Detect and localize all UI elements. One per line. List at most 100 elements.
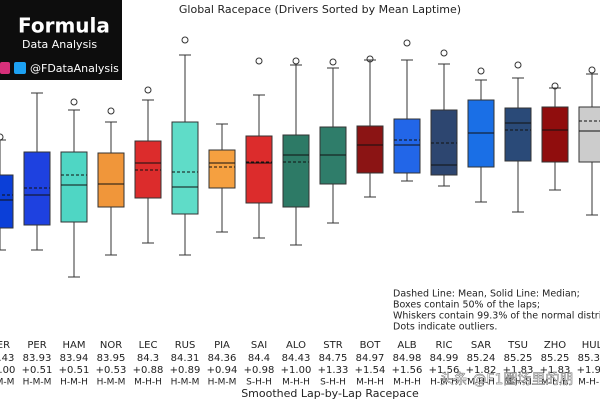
box: [0, 174, 14, 229]
tyre-label: H-M-M: [97, 378, 126, 388]
outlier: [366, 55, 374, 63]
tyre-label: S-H-H: [246, 378, 272, 388]
outlier: [107, 107, 115, 115]
outlier: [144, 86, 152, 94]
delta-label: +1.56: [392, 365, 423, 376]
tyre-label: M-H-H: [393, 378, 421, 388]
driver-label: TSU: [507, 340, 528, 351]
mean-label: 83.93: [23, 353, 52, 364]
mean-label: 84.31: [171, 353, 200, 364]
delta-label: +1.54: [355, 365, 386, 376]
driver-label: PIA: [214, 340, 230, 351]
delta-label: +1.82: [466, 365, 497, 376]
delta-label: +0.51: [59, 365, 90, 376]
delta-label: +0.53: [96, 365, 127, 376]
delta-label: +0.51: [22, 365, 53, 376]
tyre-label: M-H-H: [578, 378, 600, 388]
outlier: [70, 98, 78, 106]
box: [578, 106, 600, 163]
note: Boxes contain 50% of the laps;: [393, 300, 540, 311]
tyre-label: M-H-H: [541, 378, 569, 388]
outlier: [514, 61, 522, 69]
mean-label: 83.94: [60, 353, 89, 364]
watermark: 头条 @F1圈场里的朋: [440, 371, 573, 388]
note: Whiskers contain 99.3% of the normal dis…: [393, 311, 600, 322]
box: [356, 125, 384, 174]
driver-label: ZHO: [544, 340, 566, 351]
driver-label: VER: [0, 340, 10, 351]
outlier: [477, 67, 485, 75]
tyre-label: M-H-H: [504, 378, 532, 388]
mean-label: 84.98: [393, 353, 422, 364]
delta-label: +0.00: [0, 365, 15, 376]
driver-label: RUS: [175, 340, 196, 351]
driver-label: SAR: [471, 340, 491, 351]
outlier: [255, 57, 263, 65]
delta-label: +1.00: [281, 365, 312, 376]
tyre-label: H-M-M: [0, 378, 14, 388]
outlier: [440, 49, 448, 57]
tyre-label: M-H-H: [467, 378, 495, 388]
delta-label: +1.56: [429, 365, 460, 376]
note: Dots indicate outliers.: [393, 322, 497, 333]
x-axis-label: Smoothed Lap-by-Lap Racepace: [241, 387, 419, 400]
box: [282, 134, 310, 208]
driver-label: BOT: [360, 340, 382, 351]
tyre-label: M-H-H: [134, 378, 162, 388]
tyre-label: M-H-H: [282, 378, 310, 388]
tyre-label: H-M-H: [60, 378, 88, 388]
box: [171, 121, 199, 215]
delta-label: +0.89: [170, 365, 201, 376]
box: [245, 135, 273, 204]
mean-label: 85.25: [504, 353, 533, 364]
delta-label: +0.88: [133, 365, 164, 376]
mean-label: 84.99: [430, 353, 459, 364]
driver-label: ALB: [397, 340, 416, 351]
delta-label: +1.92: [577, 365, 600, 376]
box: [208, 149, 236, 189]
driver-label: HUL: [582, 340, 600, 351]
delta-label: +0.94: [207, 365, 238, 376]
tyre-label: H-M-M: [23, 378, 52, 388]
mean-label: 84.36: [208, 353, 237, 364]
driver-label: RIC: [436, 340, 453, 351]
driver-label: SAI: [251, 340, 267, 351]
chart-title: Global Racepace (Drivers Sorted by Mean …: [179, 3, 461, 16]
tyre-label: H-M-M: [171, 378, 200, 388]
delta-label: +1.83: [503, 365, 534, 376]
logo-title: Formula: [18, 14, 110, 38]
driver-label: LEC: [139, 340, 158, 351]
mean-label: 85.25: [541, 353, 570, 364]
tyre-label: H-M-H: [430, 378, 458, 388]
box: [97, 152, 125, 208]
outlier: [551, 82, 559, 90]
twitter-icon: [14, 62, 26, 74]
instagram-icon: [0, 62, 10, 74]
outlier: [0, 133, 4, 141]
delta-label: +0.98: [244, 365, 275, 376]
mean-label: 85.24: [467, 353, 496, 364]
driver-label: PER: [27, 340, 46, 351]
box: [60, 151, 88, 223]
note: Dashed Line: Mean, Solid Line: Median;: [393, 289, 580, 300]
box: [541, 106, 569, 163]
mean-label: 85.35: [578, 353, 600, 364]
mean-label: 83.43: [0, 353, 14, 364]
outlier: [329, 58, 337, 66]
driver-label: NOR: [100, 340, 122, 351]
outlier: [181, 36, 189, 44]
outlier: [588, 66, 596, 74]
outlier: [403, 39, 411, 47]
mean-label: 84.75: [319, 353, 348, 364]
mean-label: 84.3: [137, 353, 159, 364]
mean-label: 84.4: [248, 353, 270, 364]
mean-label: 84.97: [356, 353, 385, 364]
driver-label: STR: [323, 340, 342, 351]
tyre-label: M-H-H: [356, 378, 384, 388]
box: [504, 107, 532, 162]
driver-label: HAM: [63, 340, 86, 351]
mean-label: 83.95: [97, 353, 126, 364]
driver-label: ALO: [286, 340, 306, 351]
outlier: [292, 57, 300, 65]
